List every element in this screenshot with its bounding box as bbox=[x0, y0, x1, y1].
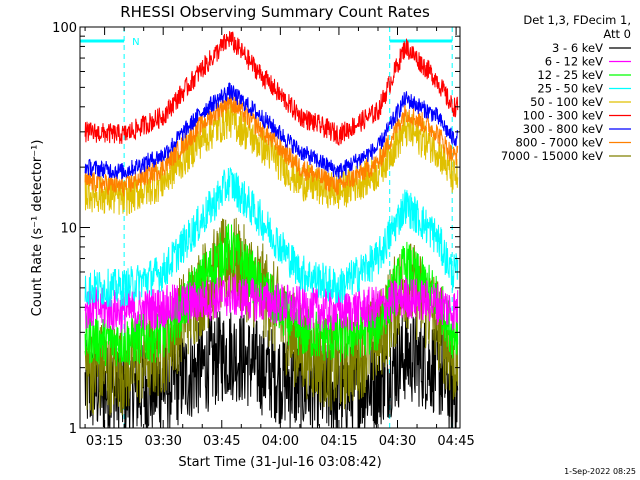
legend-entry-label: 25 - 50 keV bbox=[537, 82, 603, 96]
series-line bbox=[84, 31, 459, 146]
x-tick-label: 03:15 bbox=[86, 434, 123, 449]
x-tick-label: 03:45 bbox=[203, 434, 240, 449]
y-tick-label: 10 bbox=[60, 222, 77, 237]
legend-entry-label: 800 - 7000 keV bbox=[515, 136, 603, 150]
legend-entry-label: 6 - 12 keV bbox=[545, 55, 603, 69]
axis-ticks: 03:15 03:30 03:45 04:00 04:15 04:30 04:45 1 10 10… bbox=[52, 21, 475, 449]
x-tick-label: 04:45 bbox=[437, 434, 474, 449]
legend-entry-label: 50 - 100 keV bbox=[530, 95, 603, 109]
legend-entry-label: 3 - 6 keV bbox=[552, 41, 603, 55]
x-tick-label: 03:30 bbox=[144, 434, 181, 449]
legend-header-line-1: Det 1,3, FDecim 1, bbox=[523, 13, 631, 27]
chart-title: RHESSI Observing Summary Count Rates bbox=[120, 3, 430, 21]
legend-entry-label: 300 - 800 keV bbox=[523, 122, 603, 136]
series-line bbox=[84, 82, 459, 180]
legend-entry-label: 7000 - 15000 keV bbox=[501, 149, 603, 163]
y-axis-label: Count Rate (s⁻¹ detector⁻¹) bbox=[30, 140, 45, 317]
series-line bbox=[84, 167, 459, 308]
saa-annotation: N bbox=[132, 37, 139, 48]
x-axis-label: Start Time (31-Jul-16 03:08:42) bbox=[178, 455, 381, 470]
x-tick-label: 04:15 bbox=[320, 434, 357, 449]
series-layer bbox=[84, 31, 459, 428]
series-line bbox=[84, 91, 459, 197]
y-tick-label: 1 bbox=[69, 422, 77, 437]
legend-entry-label: 100 - 300 keV bbox=[523, 109, 603, 123]
x-tick-label: 04:00 bbox=[262, 434, 299, 449]
legend-entry-label: 12 - 25 keV bbox=[537, 68, 603, 82]
y-tick-label: 100 bbox=[52, 21, 77, 36]
series-line bbox=[84, 100, 459, 216]
footer-timestamp: 1-Sep-2022 08:25 bbox=[564, 467, 636, 476]
x-tick-label: 04:30 bbox=[379, 434, 416, 449]
legend-header-line-2: Att 0 bbox=[603, 27, 631, 41]
